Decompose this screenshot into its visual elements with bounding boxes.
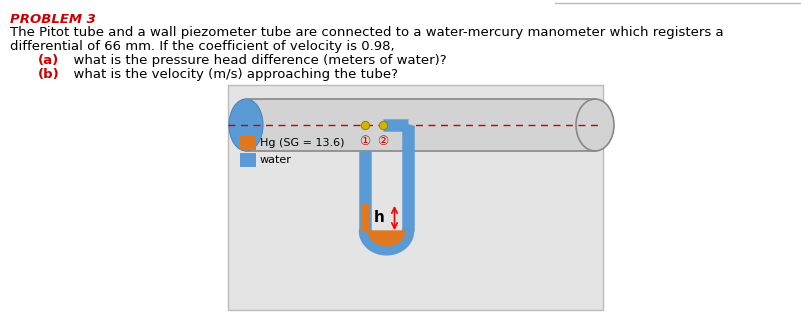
Bar — [228, 85, 603, 310]
Text: water: water — [260, 155, 292, 165]
Text: what is the velocity (m/s) approaching the tube?: what is the velocity (m/s) approaching t… — [65, 68, 398, 81]
Text: PROBLEM 3: PROBLEM 3 — [10, 13, 96, 26]
Text: what is the pressure head difference (meters of water)?: what is the pressure head difference (me… — [65, 54, 447, 67]
Text: h: h — [373, 211, 384, 226]
Text: ①: ① — [360, 135, 371, 148]
Bar — [240, 153, 256, 167]
Text: (b): (b) — [38, 68, 60, 81]
Text: differential of 66 mm. If the coefficient of velocity is 0.98,: differential of 66 mm. If the coefficien… — [10, 40, 395, 53]
Ellipse shape — [576, 99, 614, 151]
Polygon shape — [365, 231, 408, 246]
Bar — [242, 99, 595, 151]
Text: Hg (SG = 13.6): Hg (SG = 13.6) — [260, 138, 344, 148]
Text: (a): (a) — [38, 54, 59, 67]
Bar — [240, 136, 256, 150]
Text: ②: ② — [377, 135, 388, 148]
Ellipse shape — [229, 99, 263, 151]
Text: The Pitot tube and a wall piezometer tube are connected to a water-mercury manom: The Pitot tube and a wall piezometer tub… — [10, 26, 723, 39]
